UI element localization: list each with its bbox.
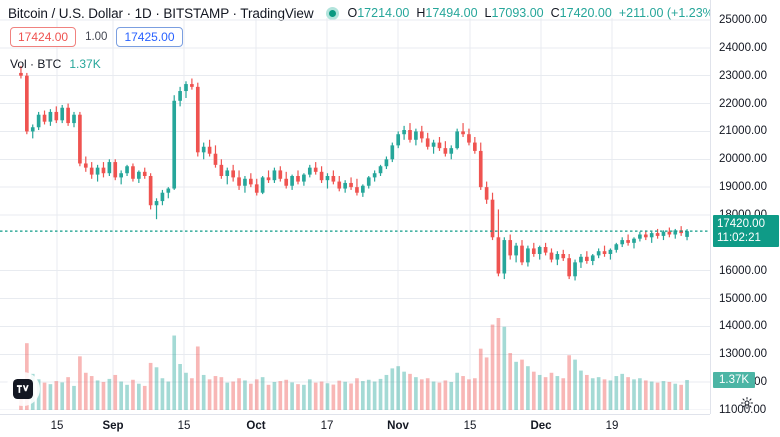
price-tick: 25000.00	[719, 14, 767, 26]
volume-legend-label: Vol · BTC	[10, 57, 62, 71]
time-tick: Oct	[246, 420, 266, 432]
price-tick: 15000.00	[719, 292, 767, 305]
price-tick: 19000.00	[719, 181, 767, 194]
price-axis[interactable]: 25000.00 24000.00 23000.00 22000.00 21000.00…	[710, 0, 780, 416]
price-tick: 11000.00	[719, 404, 767, 416]
current-price-tag: 17420.00 11:02:21	[713, 215, 779, 248]
tradingview-logo-icon	[6, 372, 40, 406]
time-tick: Dec	[530, 420, 552, 432]
time-tick: Sep	[102, 420, 124, 432]
chart-header: Bitcoin / U.S. Dollar · 1D · BITSTAMP · …	[8, 4, 718, 22]
time-tick: 15	[463, 420, 477, 432]
volume-value-tag: 1.37K	[713, 371, 756, 388]
price-tick: 23000.00	[719, 69, 767, 82]
gear-icon[interactable]	[740, 396, 754, 410]
volume-legend-value: 1.37K	[69, 57, 101, 71]
ohlc-open: O17214.00	[347, 6, 410, 20]
volume-legend[interactable]: Vol · BTC 1.37K	[10, 57, 101, 71]
bid-price[interactable]: 17424.00	[10, 27, 77, 47]
candlestick-svg	[0, 18, 710, 410]
time-tick: 19	[605, 420, 619, 432]
time-tick: Nov	[387, 420, 409, 432]
price-tick: 24000.00	[719, 41, 767, 54]
time-tick: 15	[50, 420, 64, 432]
ohlc-change: +211.00 (+1.23%)	[618, 6, 718, 20]
ask-price[interactable]: 17425.00	[116, 27, 183, 47]
market-open-dot	[325, 6, 339, 20]
spread-value: 1.00	[85, 31, 108, 43]
ohlc-close: C17420.00	[550, 6, 612, 20]
price-tick: 22000.00	[719, 97, 767, 110]
ohlc-high: H17494.00	[416, 6, 478, 20]
time-tick: 17	[320, 420, 334, 432]
price-tick: 21000.00	[719, 125, 767, 138]
price-tick: 14000.00	[719, 320, 767, 333]
ohlc-low: L17093.00	[484, 6, 544, 20]
current-time-value: 11:02:21	[717, 232, 761, 245]
time-axis[interactable]: 15 Sep 15 Oct 17 Nov 15 Dec 19	[0, 414, 710, 437]
ohlc-legend: O17214.00 H17494.00 L17093.00 C17420.00 +211…	[348, 6, 718, 20]
current-price-value: 17420.00	[717, 218, 765, 231]
price-tick: 16000.00	[719, 264, 767, 277]
symbol-title[interactable]: Bitcoin / U.S. Dollar · 1D · BITSTAMP · …	[8, 5, 314, 21]
time-tick: 15	[177, 420, 191, 432]
price-tick: 13000.00	[719, 348, 767, 361]
chart-plot-area[interactable]	[0, 18, 710, 410]
price-tick: 20000.00	[719, 153, 767, 166]
quote-row: 17424.00 1.00 17425.00	[10, 26, 183, 48]
